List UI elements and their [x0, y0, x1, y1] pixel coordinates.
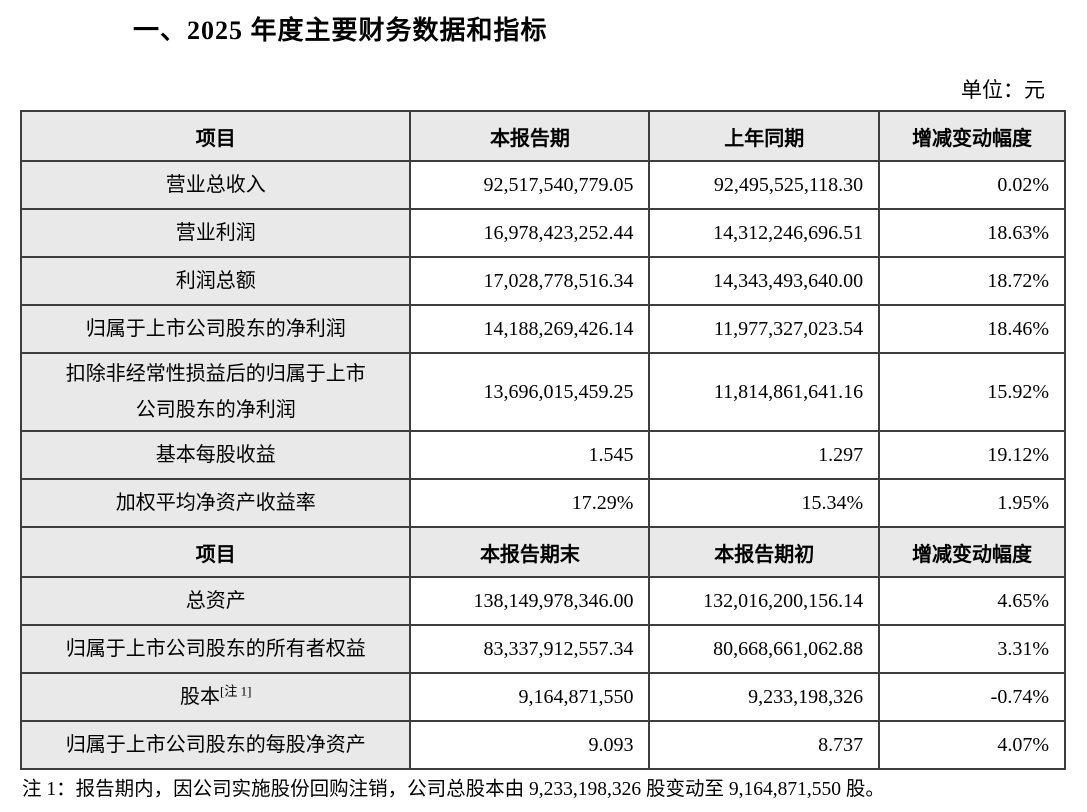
column-header-current-period: 本报告期 [409, 110, 651, 162]
item-cell: 扣除非经常性损益后的归属于上市 公司股东的净利润 [19, 352, 412, 432]
item-cell: 营业利润 [19, 208, 412, 258]
change-cell: 3.31% [878, 624, 1066, 674]
footnote: 注 1：报告期内，因公司实施股份回购注销，公司总股本由 9,233,198,32… [22, 779, 885, 800]
change-cell: 4.07% [878, 720, 1066, 770]
value-cell: 9,233,198,326 [648, 672, 881, 722]
item-cell: 营业总收入 [19, 160, 412, 210]
value-cell: 92,517,540,779.05 [409, 160, 651, 210]
column-header-period-end: 本报告期末 [409, 526, 651, 578]
change-cell: 15.92% [878, 352, 1066, 432]
item-cell: 利润总额 [19, 256, 412, 306]
item-cell: 归属于上市公司股东的每股净资产 [19, 720, 412, 770]
value-cell: 13,696,015,459.25 [409, 352, 651, 432]
column-header-item: 项目 [19, 526, 412, 578]
item-cell: 加权平均净资产收益率 [19, 478, 412, 528]
item-cell: 总资产 [19, 576, 412, 626]
section1-header-row: 项目 本报告期 上年同期 增减变动幅度 [19, 110, 1066, 162]
value-cell: 92,495,525,118.30 [648, 160, 881, 210]
table-row: 归属于上市公司股东的净利润 14,188,269,426.14 11,977,3… [19, 304, 1066, 354]
change-cell: 1.95% [878, 478, 1066, 528]
value-cell: 1.545 [409, 430, 651, 480]
column-header-prior-period: 上年同期 [648, 110, 881, 162]
value-cell: 8.737 [648, 720, 881, 770]
section2-header-row: 项目 本报告期末 本报告期初 增减变动幅度 [19, 526, 1066, 578]
value-cell: 14,188,269,426.14 [409, 304, 651, 354]
value-cell: 11,977,327,023.54 [648, 304, 881, 354]
value-cell: 1.297 [648, 430, 881, 480]
table-row: 归属于上市公司股东的所有者权益 83,337,912,557.34 80,668… [19, 624, 1066, 674]
change-cell: 0.02% [878, 160, 1066, 210]
column-header-item: 项目 [19, 110, 412, 162]
column-header-change: 增减变动幅度 [878, 526, 1066, 578]
table-row: 归属于上市公司股东的每股净资产 9.093 8.737 4.07% [19, 720, 1066, 770]
value-cell: 9.093 [409, 720, 651, 770]
value-cell: 14,312,246,696.51 [648, 208, 881, 258]
value-cell: 17.29% [409, 478, 651, 528]
change-cell: 18.63% [878, 208, 1066, 258]
item-cell-share-capital: 股本[注 1] [19, 672, 412, 722]
table-row: 股本[注 1] 9,164,871,550 9,233,198,326 -0.7… [19, 672, 1066, 722]
change-cell: -0.74% [878, 672, 1066, 722]
change-cell: 18.72% [878, 256, 1066, 306]
table-row: 利润总额 17,028,778,516.34 14,343,493,640.00… [19, 256, 1066, 306]
column-header-period-begin: 本报告期初 [648, 526, 881, 578]
table-row: 总资产 138,149,978,346.00 132,016,200,156.1… [19, 576, 1066, 626]
table-row: 营业总收入 92,517,540,779.05 92,495,525,118.3… [19, 160, 1066, 210]
change-cell: 4.65% [878, 576, 1066, 626]
table-row: 扣除非经常性损益后的归属于上市 公司股东的净利润 13,696,015,459.… [19, 352, 1066, 432]
value-cell: 138,149,978,346.00 [409, 576, 651, 626]
column-header-change: 增减变动幅度 [878, 110, 1066, 162]
share-capital-label: 股本 [179, 686, 220, 708]
value-cell: 9,164,871,550 [409, 672, 651, 722]
value-cell: 15.34% [648, 478, 881, 528]
change-cell: 18.46% [878, 304, 1066, 354]
value-cell: 16,978,423,252.44 [409, 208, 651, 258]
table-row: 加权平均净资产收益率 17.29% 15.34% 1.95% [19, 478, 1066, 528]
value-cell: 83,337,912,557.34 [409, 624, 651, 674]
value-cell: 14,343,493,640.00 [648, 256, 881, 306]
value-cell: 17,028,778,516.34 [409, 256, 651, 306]
table-row: 基本每股收益 1.545 1.297 19.12% [19, 430, 1066, 480]
item-cell: 基本每股收益 [19, 430, 412, 480]
change-cell: 19.12% [878, 430, 1066, 480]
value-cell: 80,668,661,062.88 [648, 624, 881, 674]
financial-indicators-table: 项目 本报告期 上年同期 增减变动幅度 营业总收入 92,517,540,779… [19, 110, 1066, 770]
table-row: 营业利润 16,978,423,252.44 14,312,246,696.51… [19, 208, 1066, 258]
item-cell: 归属于上市公司股东的净利润 [19, 304, 412, 354]
page-title: 一、2025 年度主要财务数据和指标 [133, 16, 548, 45]
value-cell: 11,814,861,641.16 [648, 352, 881, 432]
footnote-reference: [注 1] [219, 683, 252, 699]
value-cell: 132,016,200,156.14 [648, 576, 881, 626]
item-cell: 归属于上市公司股东的所有者权益 [19, 624, 412, 674]
unit-label: 单位：元 [961, 78, 1045, 102]
